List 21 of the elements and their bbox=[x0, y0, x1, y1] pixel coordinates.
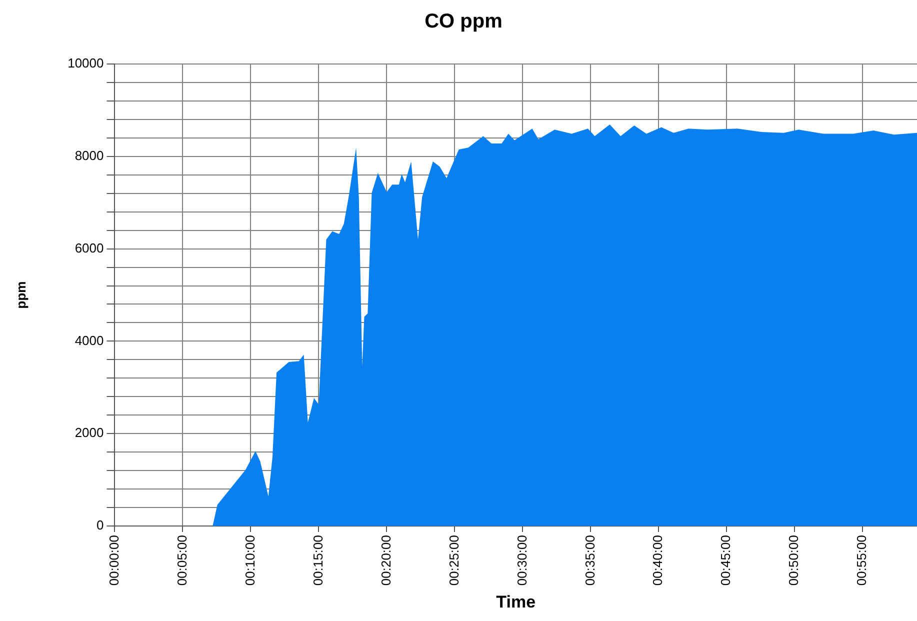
x-tick-label: 00:25:00 bbox=[446, 534, 462, 586]
x-axis-title: Time bbox=[496, 592, 536, 612]
x-tick-label: 00:45:00 bbox=[718, 534, 734, 586]
x-tick-label: 00:50:00 bbox=[786, 534, 802, 586]
x-tick-label: 00:40:00 bbox=[650, 534, 666, 586]
y-tick-label: 8000 bbox=[74, 148, 104, 163]
y-axis-title: ppm bbox=[13, 281, 28, 309]
chart-title: CO ppm bbox=[424, 10, 502, 33]
x-tick-label: 00:00:00 bbox=[106, 534, 122, 586]
x-tick-label: 00:55:00 bbox=[854, 534, 870, 586]
y-tick-label: 4000 bbox=[74, 332, 104, 348]
y-tick-label: 0 bbox=[96, 518, 104, 533]
x-tick-label: 00:15:00 bbox=[310, 534, 326, 586]
x-tick-label: 00:35:00 bbox=[582, 534, 598, 586]
y-tick-label: 2000 bbox=[74, 425, 104, 440]
y-tick-label: 10000 bbox=[68, 56, 104, 71]
x-tick-label: 00:10:00 bbox=[242, 534, 258, 586]
x-tick-label: 00:20:00 bbox=[378, 534, 394, 586]
x-tick-label: 00:30:00 bbox=[514, 534, 530, 586]
x-tick-label: 00:05:00 bbox=[174, 534, 190, 586]
y-tick-label: 6000 bbox=[74, 240, 104, 256]
